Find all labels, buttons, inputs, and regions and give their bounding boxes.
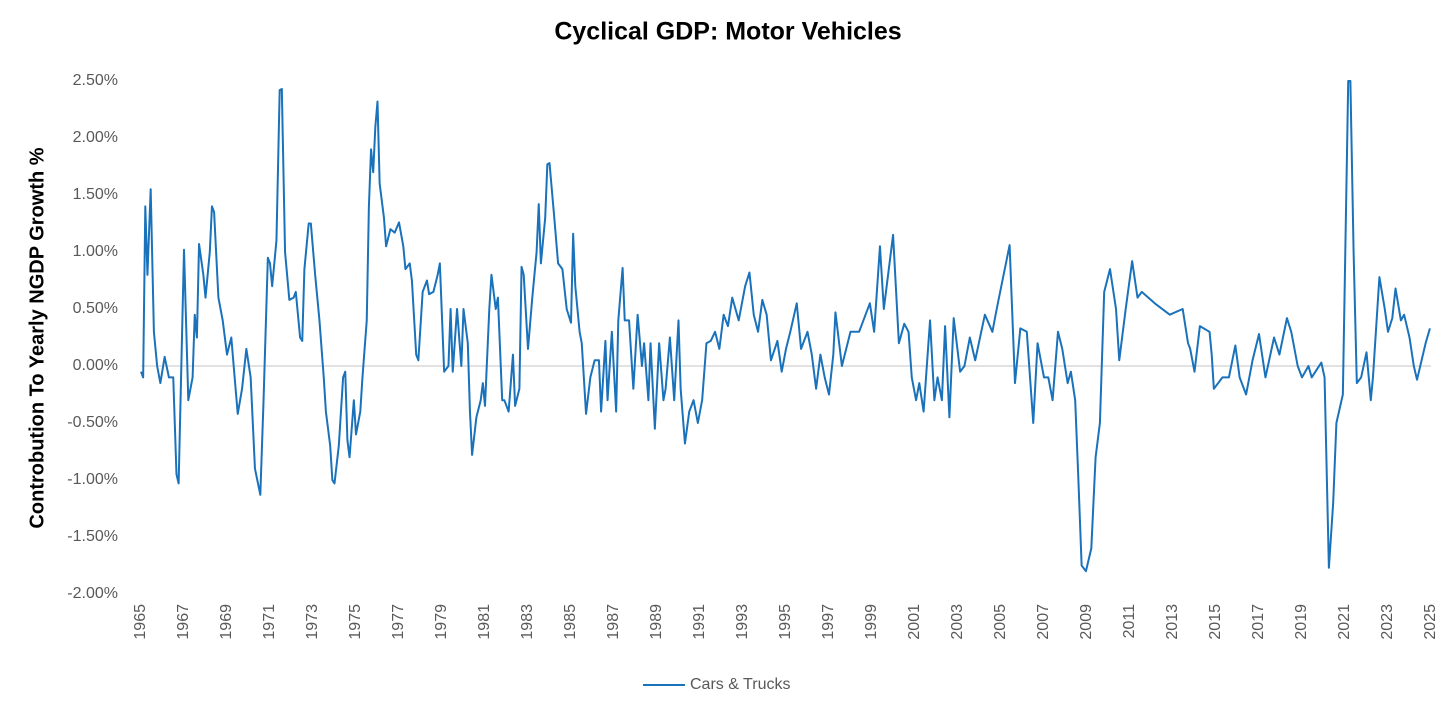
x-tick-label: 2015 xyxy=(1207,604,1224,640)
x-tick-label: 2021 xyxy=(1336,604,1353,640)
data-line xyxy=(140,80,1431,573)
x-tick-label: 1965 xyxy=(132,604,149,640)
x-tick-label: 1985 xyxy=(562,604,579,640)
x-tick-label: 2003 xyxy=(949,604,966,640)
x-tick-label: 1979 xyxy=(433,604,450,640)
y-tick-label: 1.50% xyxy=(73,186,118,203)
x-tick-label: 2011 xyxy=(1121,604,1138,639)
x-tick-label: 1995 xyxy=(777,604,794,640)
y-tick-label: -1.00% xyxy=(67,471,118,488)
chart-title: Cyclical GDP: Motor Vehicles xyxy=(554,18,901,46)
x-tick-label: 1999 xyxy=(863,604,880,640)
x-tick-label: 1971 xyxy=(261,604,278,640)
x-tick-label: 2019 xyxy=(1293,604,1310,640)
x-tick-label: 1977 xyxy=(390,604,407,640)
y-tick-label: -1.50% xyxy=(67,528,118,545)
x-tick-label: 2007 xyxy=(1035,604,1052,640)
y-tick-label: -0.50% xyxy=(67,414,118,431)
x-tick-label: 1973 xyxy=(304,604,321,640)
x-tick-label: 2025 xyxy=(1422,604,1439,640)
y-tick-label: 0.00% xyxy=(73,357,118,374)
x-tick-label: 2017 xyxy=(1250,604,1267,640)
legend-label: Cars & Trucks xyxy=(690,676,790,693)
x-tick-label: 1991 xyxy=(691,604,708,640)
x-tick-label: 1969 xyxy=(218,604,235,640)
x-tick-label: 1983 xyxy=(519,604,536,640)
x-tick-label: 1993 xyxy=(734,604,751,640)
x-tick-label: 1987 xyxy=(605,604,622,640)
x-tick-label: 1989 xyxy=(648,604,665,640)
y-tick-label: 0.50% xyxy=(73,300,118,317)
y-tick-label: -2.00% xyxy=(67,585,118,602)
x-tick-label: 1975 xyxy=(347,604,364,640)
x-tick-label: 2009 xyxy=(1078,604,1095,640)
x-tick-label: 2005 xyxy=(992,604,1009,640)
x-tick-label: 2001 xyxy=(906,604,923,640)
y-tick-label: 1.00% xyxy=(73,243,118,260)
y-tick-label: 2.00% xyxy=(73,129,118,146)
x-tick-label: 1967 xyxy=(175,604,192,640)
x-tick-label: 2013 xyxy=(1164,604,1181,640)
y-axis-title: Controbution To Yearly NGDP Growth % xyxy=(26,147,48,528)
x-tick-label: 1997 xyxy=(820,604,837,640)
x-tick-label: 1981 xyxy=(476,604,493,640)
y-tick-label: 2.50% xyxy=(73,72,118,89)
x-tick-label: 2023 xyxy=(1379,604,1396,640)
